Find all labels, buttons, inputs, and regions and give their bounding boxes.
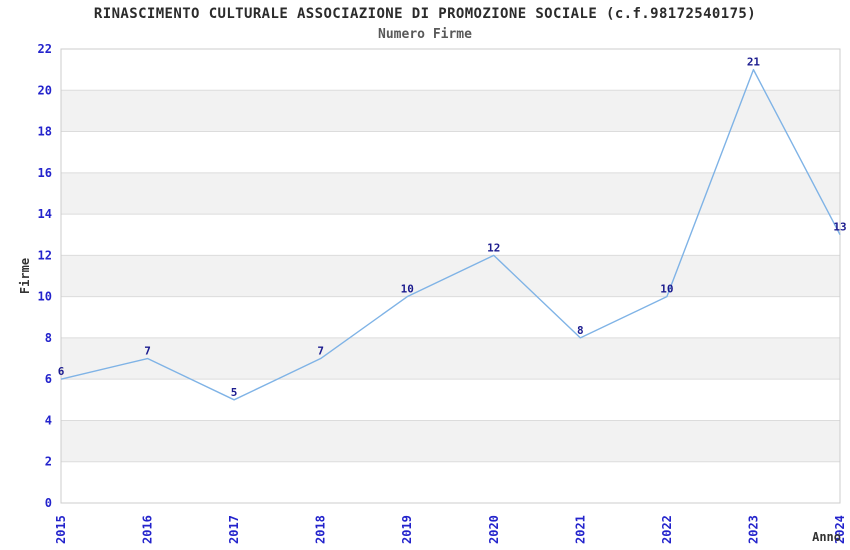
x-tick-label: 2023 — [746, 515, 760, 544]
x-tick-label: 2015 — [54, 515, 68, 544]
data-line — [60, 68, 841, 401]
y-tick-label: 22 — [38, 42, 52, 56]
data-point-label: 10 — [401, 283, 414, 296]
chart-title: RINASCIMENTO CULTURALE ASSOCIAZIONE DI P… — [93, 6, 757, 22]
y-tick-label: 12 — [38, 248, 52, 262]
data-point-label: 7 — [144, 345, 151, 358]
x-tick-label: 2018 — [314, 515, 328, 544]
y-tick-label: 4 — [45, 413, 52, 427]
x-tick-label: 2020 — [487, 515, 501, 544]
x-tick-label: 2017 — [227, 515, 241, 544]
data-point-label: 5 — [231, 386, 238, 399]
data-point-label: 10 — [660, 283, 673, 296]
y-tick-label: 2 — [45, 455, 52, 469]
x-tick-label: 2022 — [660, 515, 674, 544]
plot-band — [61, 337, 840, 380]
y-tick-label: 0 — [45, 496, 52, 510]
y-tick-label: 14 — [38, 207, 52, 221]
x-axis-label: Anno — [812, 530, 841, 544]
data-point-label: 12 — [487, 241, 500, 254]
y-tick-label: 16 — [38, 166, 52, 180]
x-tick-label: 2019 — [400, 515, 414, 544]
data-point-label: 21 — [747, 56, 761, 69]
x-tick-label: 2024 — [833, 515, 847, 544]
y-tick-label: 8 — [45, 331, 52, 345]
y-tick-label: 6 — [45, 372, 52, 386]
plot-border — [60, 48, 841, 504]
y-tick-label: 10 — [38, 290, 52, 304]
chart-subtitle: Numero Firme — [378, 27, 472, 42]
y-tick-label: 18 — [38, 125, 52, 139]
data-point-label: 7 — [317, 345, 324, 358]
x-tick-label: 2016 — [141, 515, 155, 544]
data-point-label: 13 — [833, 221, 846, 234]
data-point-label: 6 — [58, 365, 65, 378]
x-tick-label: 2021 — [573, 515, 587, 544]
y-tick-label: 20 — [38, 83, 52, 97]
data-point-label: 8 — [577, 324, 584, 337]
plot-band — [61, 420, 840, 462]
plot-band — [61, 172, 840, 215]
plot-band — [61, 90, 840, 132]
y-axis-label: Firme — [18, 258, 32, 294]
